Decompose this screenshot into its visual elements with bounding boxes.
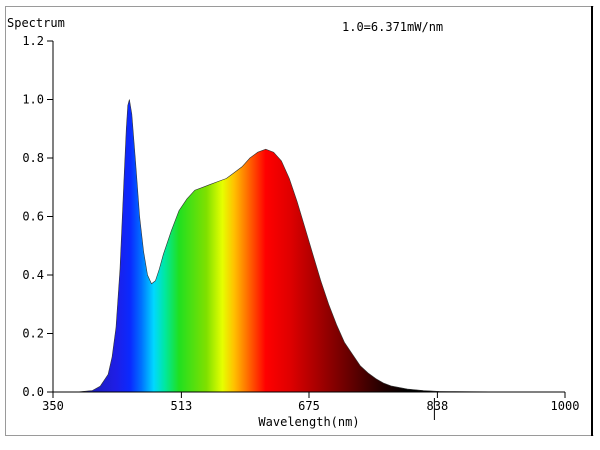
spectrum-area [53, 99, 565, 392]
y-tick-label: 0.6 [22, 210, 44, 224]
chart-annotation: 1.0=6.371mW/nm [342, 20, 443, 34]
chart-title: Spectrum [7, 16, 65, 30]
frame-right-border [591, 6, 593, 436]
x-tick-label: 1000 [551, 399, 580, 413]
axes: 0.0 0.2 0.4 0.6 0.8 1.0 1.2 350 513 675 838 1000 [22, 34, 579, 420]
y-tick-label: 0.2 [22, 327, 44, 341]
x-tick-label: 350 [42, 399, 64, 413]
y-tick-label: 0.8 [22, 151, 44, 165]
y-tick-label: 0.0 [22, 385, 44, 399]
x-tick-label: 513 [171, 399, 193, 413]
x-tick-label: 675 [298, 399, 320, 413]
y-tick-label: 1.2 [22, 34, 44, 48]
chart-frame [5, 6, 594, 436]
plot-area [53, 99, 565, 393]
x-tick-label: 838 [427, 399, 449, 413]
spectrum-line [53, 99, 565, 393]
y-tick-label: 0.4 [22, 268, 44, 282]
y-tick-label: 1.0 [22, 93, 44, 107]
x-axis-label: Wavelength(nm) [258, 415, 359, 429]
